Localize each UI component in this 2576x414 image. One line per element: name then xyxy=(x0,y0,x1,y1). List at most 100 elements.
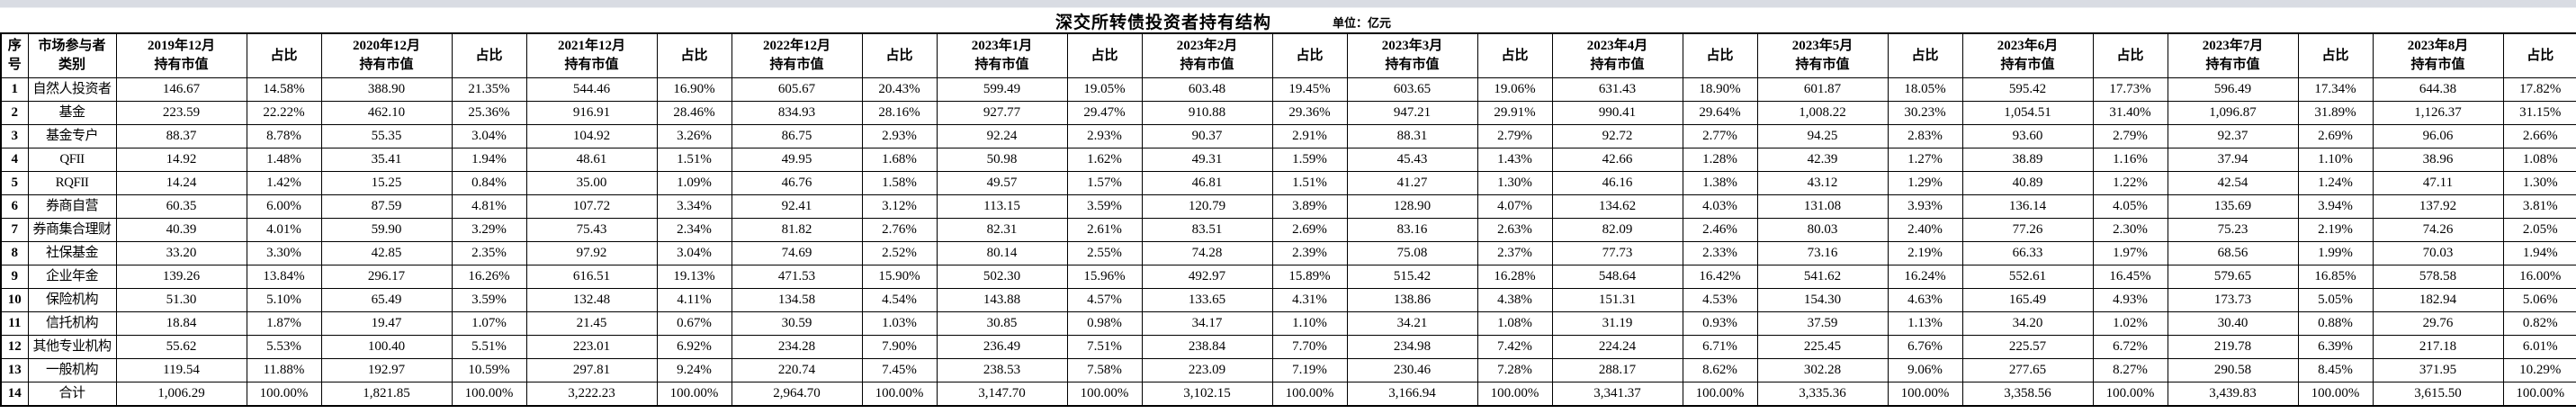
cell-ratio: 22.22% xyxy=(246,101,322,125)
cell-ratio: 1.22% xyxy=(2092,171,2168,195)
header-period-value-4: 2023年1月 持有市值 xyxy=(936,32,1068,78)
cell-ratio: 3.34% xyxy=(656,194,732,219)
cell-value: 30.59 xyxy=(731,311,863,336)
cell-value: 30.85 xyxy=(936,311,1068,336)
header-period-value-5: 2023年2月 持有市值 xyxy=(1141,32,1273,78)
cell-value: 37.94 xyxy=(2167,148,2299,172)
header-period-value-6: 2023年3月 持有市值 xyxy=(1346,32,1478,78)
cell-value: 43.12 xyxy=(1756,171,1889,195)
cell-value: 388.90 xyxy=(320,77,453,102)
cell-ratio: 2.66% xyxy=(2502,124,2576,148)
cell-value: 134.62 xyxy=(1551,194,1683,219)
cell-ratio: 100.00% xyxy=(1682,382,1758,407)
cell-value: 49.31 xyxy=(1141,148,1273,172)
cell-ratio: 16.42% xyxy=(1682,265,1758,289)
cell-ratio: 1.58% xyxy=(861,171,938,195)
cell-value: 86.75 xyxy=(731,124,863,148)
cell-value: 462.10 xyxy=(320,101,453,125)
cell-ratio: 28.46% xyxy=(656,101,732,125)
cell-value: 234.98 xyxy=(1346,335,1478,359)
cell-ratio: 29.64% xyxy=(1682,101,1758,125)
cell-ratio: 1.24% xyxy=(2297,171,2374,195)
cell-ratio: 6.39% xyxy=(2297,335,2374,359)
cell-value: 135.69 xyxy=(2167,194,2299,219)
cell-ratio: 30.23% xyxy=(1887,101,1963,125)
cell-value: 225.45 xyxy=(1756,335,1889,359)
cell-value: 1,126.37 xyxy=(2372,101,2504,125)
cell-value: 107.72 xyxy=(525,194,658,219)
cell-ratio: 100.00% xyxy=(2502,382,2576,407)
cell-value: 133.65 xyxy=(1141,288,1273,312)
cell-value: 75.43 xyxy=(525,218,658,242)
cell-ratio: 1.87% xyxy=(246,311,322,336)
cell-ratio: 28.16% xyxy=(861,101,938,125)
cell-ratio: 2.30% xyxy=(2092,218,2168,242)
cell-ratio: 1.59% xyxy=(1271,148,1348,172)
cell-ratio: 4.05% xyxy=(2092,194,2168,219)
cell-value: 30.40 xyxy=(2167,311,2299,336)
cell-value: 40.39 xyxy=(115,218,247,242)
cell-ratio: 6.71% xyxy=(1682,335,1758,359)
cell-value: 77.73 xyxy=(1551,241,1683,266)
cell-value: 31.19 xyxy=(1551,311,1683,336)
cell-ratio: 10.59% xyxy=(451,358,527,382)
cell-value: 151.31 xyxy=(1551,288,1683,312)
cell-ratio: 1.08% xyxy=(1476,311,1553,336)
unit-label: 单位：亿元 xyxy=(1333,16,1392,30)
header-ratio-5: 占比 xyxy=(1271,32,1348,78)
cell-value: 83.51 xyxy=(1141,218,1273,242)
cell-ratio: 100.00% xyxy=(1887,382,1963,407)
cell-category: 基金专户 xyxy=(27,124,117,148)
cell-ratio: 100.00% xyxy=(656,382,732,407)
cell-ratio: 100.00% xyxy=(1476,382,1553,407)
table-row: 8 社保基金 33.20 3.30% 42.85 2.35% 97.92 3.04% 74.69… xyxy=(0,241,2576,266)
cell-ratio: 0.67% xyxy=(656,311,732,336)
cell-value: 3,615.50 xyxy=(2372,382,2504,407)
cell-value: 596.49 xyxy=(2167,77,2299,102)
cell-value: 1,821.85 xyxy=(320,382,453,407)
cell-ratio: 29.91% xyxy=(1476,101,1553,125)
cell-value: 2,964.70 xyxy=(731,382,863,407)
cell-ratio: 1.94% xyxy=(451,148,527,172)
cell-ratio: 2.93% xyxy=(1066,124,1143,148)
cell-ratio: 4.81% xyxy=(451,194,527,219)
cell-value: 119.54 xyxy=(115,358,247,382)
cell-value: 192.97 xyxy=(320,358,453,382)
cell-ratio: 6.01% xyxy=(2502,335,2576,359)
cell-ratio: 1.03% xyxy=(861,311,938,336)
cell-value: 14.92 xyxy=(115,148,247,172)
cell-value: 1,006.29 xyxy=(115,382,247,407)
cell-value: 48.61 xyxy=(525,148,658,172)
cell-ratio: 21.35% xyxy=(451,77,527,102)
cell-ratio: 2.61% xyxy=(1066,218,1143,242)
cell-ratio: 3.04% xyxy=(451,124,527,148)
cell-ratio: 2.69% xyxy=(2297,124,2374,148)
cell-value: 59.90 xyxy=(320,218,453,242)
cell-value: 82.09 xyxy=(1551,218,1683,242)
cell-category: 其他专业机构 xyxy=(27,335,117,359)
cell-ratio: 1.97% xyxy=(2092,241,2168,266)
cell-value: 97.92 xyxy=(525,241,658,266)
cell-value: 33.20 xyxy=(115,241,247,266)
cell-value: 49.57 xyxy=(936,171,1068,195)
cell-value: 3,102.15 xyxy=(1141,382,1273,407)
cell-value: 66.33 xyxy=(1961,241,2094,266)
cell-value: 42.85 xyxy=(320,241,453,266)
cell-value: 21.45 xyxy=(525,311,658,336)
header-period-value-7: 2023年4月 持有市值 xyxy=(1551,32,1683,78)
cell-value: 910.88 xyxy=(1141,101,1273,125)
cell-value: 217.18 xyxy=(2372,335,2504,359)
cell-ratio: 3.89% xyxy=(1271,194,1348,219)
cell-value: 224.24 xyxy=(1551,335,1683,359)
cell-ratio: 4.11% xyxy=(656,288,732,312)
cell-no: 14 xyxy=(0,382,29,407)
table-row: 14 合计 1,006.29 100.00% 1,821.85 100.00% 3,222.… xyxy=(0,382,2576,407)
table-row: 3 基金专户 88.37 8.78% 55.35 3.04% 104.92 3.26% 86.7… xyxy=(0,124,2576,148)
cell-no: 5 xyxy=(0,171,29,195)
cell-ratio: 7.45% xyxy=(861,358,938,382)
cell-no: 4 xyxy=(0,148,29,172)
cell-value: 297.81 xyxy=(525,358,658,382)
cell-value: 77.26 xyxy=(1961,218,2094,242)
cell-ratio: 19.06% xyxy=(1476,77,1553,102)
cell-ratio: 5.06% xyxy=(2502,288,2576,312)
